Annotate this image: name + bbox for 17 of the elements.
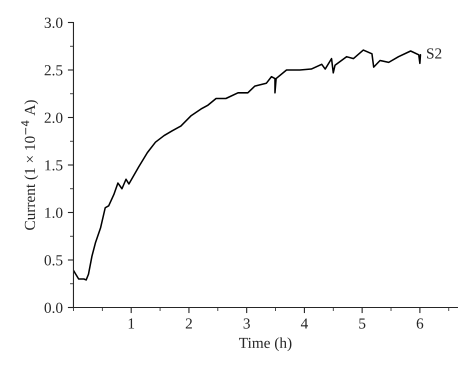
y-tick-label: 1.5 [45,160,62,171]
annotation: S2 [427,48,442,59]
x-tick-label: 3 [244,318,250,329]
y-tick-label: 3.0 [44,18,62,28]
y-tick-label: 2.0 [44,112,62,124]
line-series [73,49,422,281]
x-tick-label: 5 [359,318,366,329]
x-tick-label: 2 [186,318,192,329]
x-tick-label: 6 [416,318,424,329]
x-tick-label: 1 [128,318,134,329]
y-tick-label: 0.0 [44,302,62,314]
y-tick-label: 1.0 [45,208,62,218]
x-axis-title: Time (h) [239,337,292,352]
y-tick-label: 0.5 [44,255,62,266]
y-tick-label: 2.5 [44,65,62,76]
x-tick-label: 4 [300,318,308,329]
y-axis-title: Current (1 × 10$^{−4}$ A) [21,100,38,230]
